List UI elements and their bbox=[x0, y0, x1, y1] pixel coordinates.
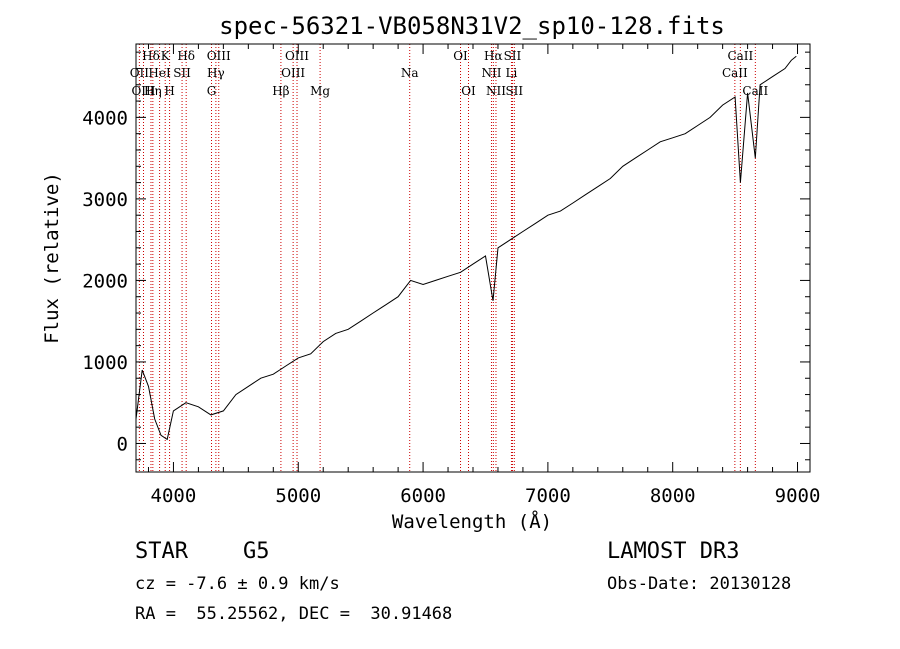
y-tick-label: 0 bbox=[117, 433, 128, 455]
spectral-line-label: Hα bbox=[484, 49, 503, 63]
spectral-line-label: Hδ bbox=[142, 49, 160, 63]
x-tick-label: 8000 bbox=[650, 485, 696, 507]
axis-ticks: 4000 5000 6000 7000 8000 9000 0 1000 2000 3000 400… bbox=[82, 44, 820, 507]
x-tick-label: 7000 bbox=[525, 485, 571, 507]
spectral-line-label: NII bbox=[486, 84, 506, 98]
object-class: STAR bbox=[135, 539, 188, 564]
spectral-line-label: G bbox=[207, 84, 217, 98]
spectral-lines-layer bbox=[138, 44, 756, 472]
y-tick-label: 3000 bbox=[82, 189, 128, 211]
y-tick-label: 1000 bbox=[82, 352, 128, 374]
chart-title: spec-56321-VB058N31V2_sp10-128.fits bbox=[219, 12, 725, 40]
spectrum-chart: spec-56321-VB058N31V2_sp10-128.fits Hδ K H… bbox=[41, 12, 820, 533]
survey-name: LAMOST DR3 bbox=[607, 539, 740, 564]
x-axis-label: Wavelength (Å) bbox=[392, 510, 552, 533]
velocity-text: cz = -7.6 ± 0.9 km/s bbox=[135, 574, 340, 594]
spectral-line-label: HeI bbox=[148, 66, 171, 80]
spectral-line-label: SII bbox=[505, 84, 523, 98]
y-tick-label: 2000 bbox=[82, 270, 128, 292]
spectral-line-label: Hβ bbox=[272, 84, 289, 98]
coordinates: RA = 55.25562, DEC = 30.91468 bbox=[135, 604, 453, 624]
spectral-line-label: Hη bbox=[144, 84, 162, 98]
spectral-line-label: OI bbox=[461, 84, 476, 98]
spectral-line-label: OIII bbox=[207, 49, 231, 63]
x-tick-label: 5000 bbox=[275, 485, 321, 507]
object-subclass: G5 bbox=[243, 539, 270, 564]
x-tick-label: 9000 bbox=[775, 485, 821, 507]
spectral-line-label: OIII bbox=[285, 49, 309, 63]
spectral-line-label: NII bbox=[481, 66, 501, 80]
obs-date: Obs-Date: 20130128 bbox=[607, 574, 792, 594]
spectrum-line bbox=[135, 55, 797, 441]
spectral-line-label: Li bbox=[506, 66, 518, 80]
spectral-line-label: SII bbox=[504, 49, 522, 63]
y-axis-label: Flux (relative) bbox=[41, 172, 63, 344]
spectral-line-label: OI bbox=[453, 49, 468, 63]
spectral-line-label: OII bbox=[130, 66, 150, 80]
x-tick-label: 6000 bbox=[400, 485, 446, 507]
spectral-line-label: Na bbox=[401, 66, 419, 80]
x-tick-label: 4000 bbox=[151, 485, 197, 507]
spectral-line-label: OIII bbox=[131, 84, 155, 98]
spectral-line-label: Hδ bbox=[177, 49, 195, 63]
spectral-line-label: CaII bbox=[722, 66, 748, 80]
spectral-line-label: K bbox=[161, 49, 171, 63]
y-tick-label: 4000 bbox=[82, 107, 128, 129]
spectral-line-label: OIII bbox=[281, 66, 305, 80]
spectral-line-label: SII bbox=[173, 66, 191, 80]
data-layer bbox=[135, 55, 797, 441]
spectral-line-label: Mg bbox=[310, 84, 330, 98]
spectral-line-label: Hγ bbox=[207, 66, 225, 80]
spectral-line-label: H bbox=[164, 84, 174, 98]
spectral-line-label: CaII bbox=[727, 49, 753, 63]
plot-frame bbox=[135, 43, 811, 473]
spectral-line-label: CaII bbox=[742, 84, 768, 98]
